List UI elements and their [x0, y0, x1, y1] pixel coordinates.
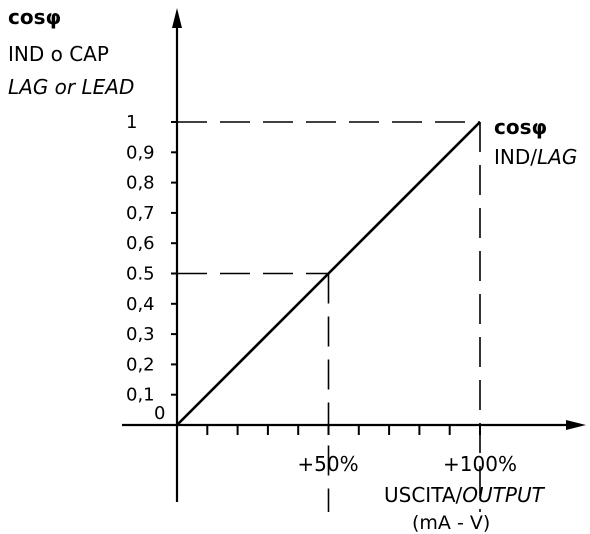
series-group — [176, 121, 481, 426]
y-tick-label: 0,2 — [126, 354, 155, 375]
y-tick-label: 0,6 — [126, 233, 155, 254]
x-axis-label-line1: USCITA/OUTPUT — [384, 483, 546, 507]
series-line-0 — [176, 121, 481, 426]
y-tick-label: 0,8 — [126, 173, 155, 194]
y-tick-label: 0,7 — [126, 203, 155, 224]
y-tick-label: 1 — [126, 112, 137, 133]
x-axis-label-line2: (mA - V) — [412, 512, 490, 534]
y-axis-title-line3: LAG or LEAD — [8, 75, 134, 99]
end-label-line2: IND/LAG — [494, 145, 577, 169]
x-axis-ticks — [206, 425, 481, 435]
end-label-line1: cosφ — [494, 115, 547, 139]
y-tick-label: 0,3 — [126, 324, 155, 345]
y-axis-ticks: 00,1 0,2 0,3 0,4 0.5 0,6 0,7 0,8 0,9 1 — [126, 112, 177, 424]
y-tick-label: 0,4 — [126, 294, 155, 315]
guide-lines — [177, 121, 481, 512]
x-axis-arrow-icon — [566, 420, 586, 430]
end-label-lag: LAG — [537, 145, 577, 169]
y-tick-label: 0,1 — [126, 385, 155, 406]
x-axis-label-output: OUTPUT — [462, 483, 545, 507]
x-tick-label-100: +100% — [443, 452, 517, 476]
y-tick-label: 0 — [154, 403, 165, 424]
x-tick-label-50: +50% — [297, 452, 358, 476]
end-label-ind: IND/ — [494, 145, 537, 169]
y-axis-arrow-icon — [172, 8, 182, 28]
y-axis-title-line1: cosφ — [8, 5, 61, 29]
y-tick-label: 0.5 — [126, 264, 155, 285]
x-axis-label-uscita: USCITA/ — [384, 483, 463, 507]
y-axis-title-line2: IND o CAP — [8, 42, 109, 66]
y-tick-label: 0,9 — [126, 142, 155, 163]
